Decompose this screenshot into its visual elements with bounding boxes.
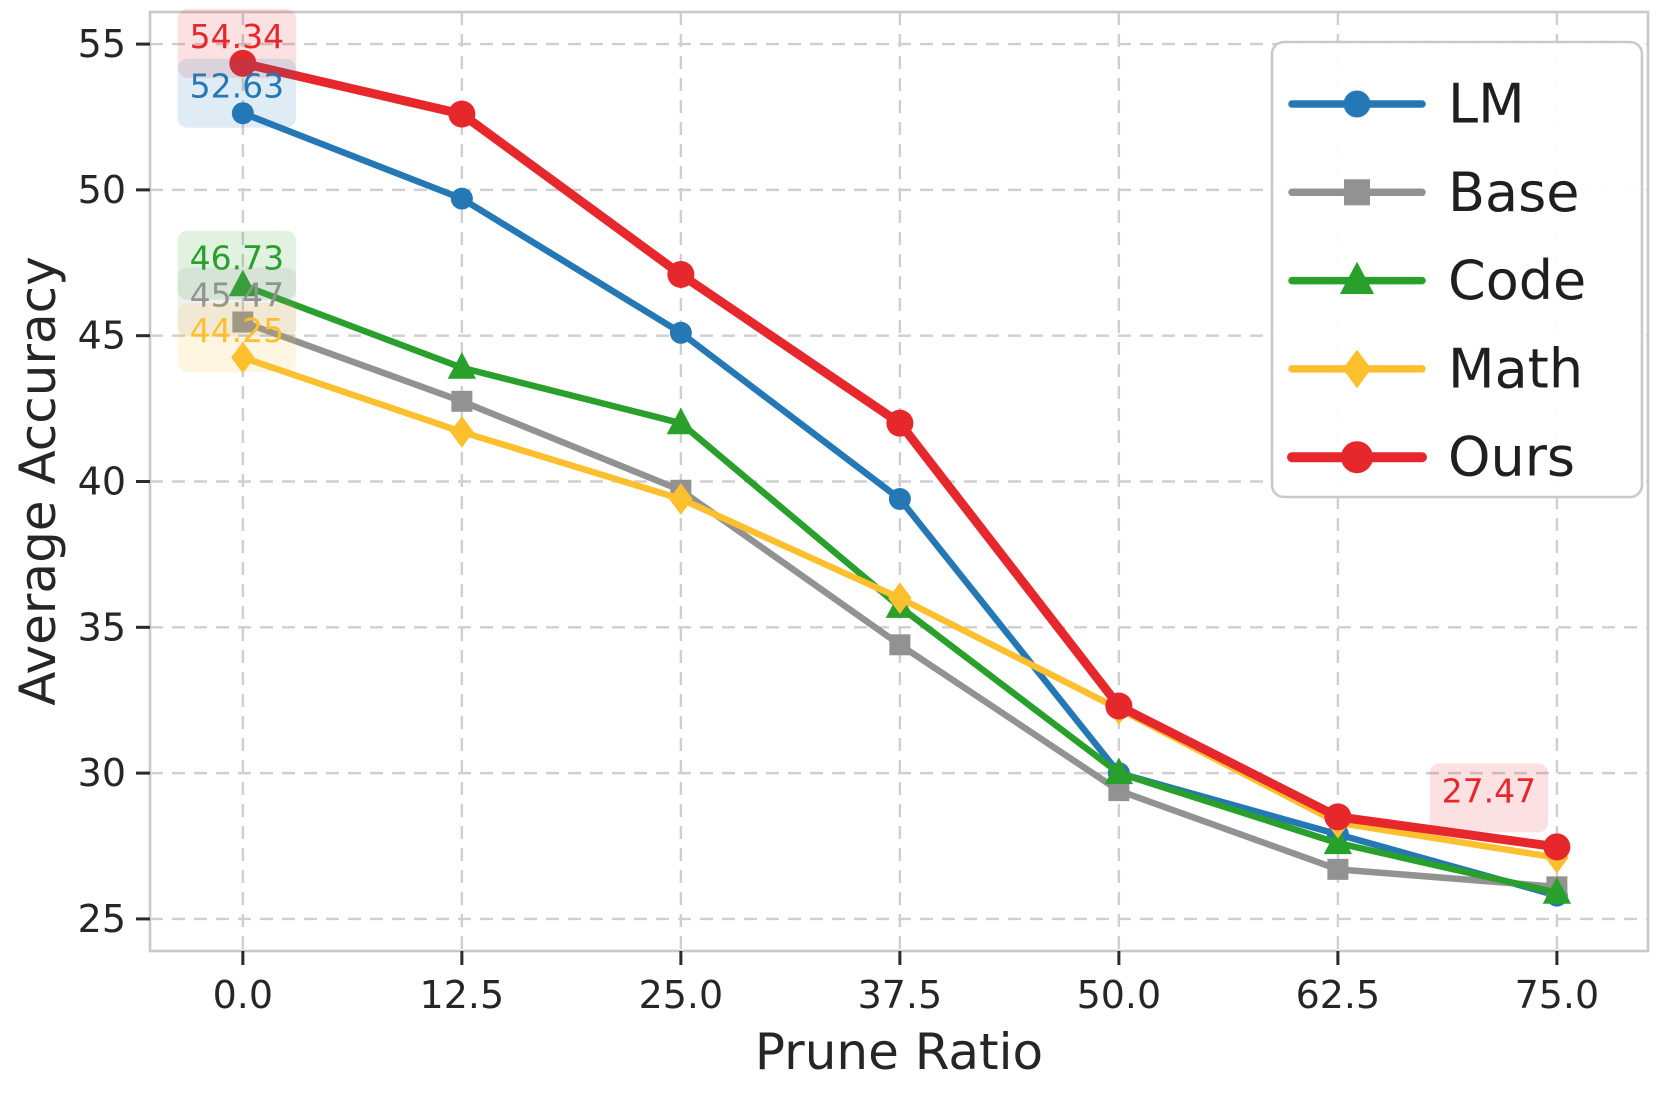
marker-code bbox=[1323, 827, 1353, 855]
marker-base bbox=[1327, 858, 1349, 880]
marker-ours bbox=[886, 409, 914, 437]
legend-marker-lm bbox=[1343, 90, 1371, 118]
y-tick-label: 25 bbox=[78, 897, 126, 941]
y-axis-label: Average Accuracy bbox=[9, 256, 67, 706]
legend-label-code: Code bbox=[1448, 249, 1586, 312]
marker-code bbox=[1542, 877, 1572, 904]
marker-ours bbox=[448, 100, 476, 128]
x-tick-label: 62.5 bbox=[1296, 973, 1381, 1017]
marker-ours bbox=[1105, 692, 1133, 720]
legend-label-math: Math bbox=[1448, 337, 1583, 400]
x-tick-label: 12.5 bbox=[420, 973, 505, 1017]
marker-math bbox=[888, 582, 912, 615]
annotation-label: 54.34 bbox=[190, 17, 284, 56]
marker-code bbox=[1104, 757, 1134, 785]
marker-code bbox=[228, 269, 258, 297]
marker-base bbox=[451, 390, 473, 412]
annotation-bbox bbox=[177, 303, 297, 373]
marker-ours bbox=[1543, 833, 1571, 861]
marker-base bbox=[889, 634, 911, 656]
annotation-bbox bbox=[177, 58, 297, 128]
legend-marker-code bbox=[1339, 261, 1375, 294]
x-tick-label: 25.0 bbox=[639, 973, 724, 1017]
x-axis-label: Prune Ratio bbox=[755, 1023, 1043, 1081]
annotation-bbox bbox=[177, 267, 297, 337]
y-tick-label: 40 bbox=[78, 460, 126, 504]
marker-code bbox=[666, 407, 696, 435]
annotation-label: 52.63 bbox=[190, 67, 284, 106]
marker-ours bbox=[667, 260, 695, 288]
x-tick-label: 75.0 bbox=[1515, 973, 1600, 1017]
marker-lm bbox=[669, 321, 692, 344]
x-tick-label: 37.5 bbox=[858, 973, 943, 1017]
annotation-bbox bbox=[177, 230, 297, 300]
marker-base bbox=[1108, 780, 1130, 802]
marker-lm bbox=[231, 102, 254, 125]
legend-marker-math bbox=[1342, 349, 1372, 389]
annotation-bbox bbox=[1429, 763, 1549, 833]
legend-label-base: Base bbox=[1448, 161, 1580, 224]
legend-label-lm: LM bbox=[1448, 73, 1525, 136]
marker-ours bbox=[1324, 803, 1352, 831]
y-tick-label: 35 bbox=[78, 605, 126, 649]
annotation-label: 45.47 bbox=[190, 275, 284, 314]
legend-marker-ours bbox=[1341, 441, 1373, 474]
legend-label-ours: Ours bbox=[1448, 426, 1575, 489]
marker-code bbox=[447, 352, 477, 379]
annotation-label: 44.25 bbox=[190, 311, 284, 350]
marker-math bbox=[669, 483, 693, 515]
marker-ours bbox=[229, 49, 257, 77]
marker-base bbox=[232, 311, 254, 333]
x-tick-label: 50.0 bbox=[1077, 973, 1162, 1017]
marker-lm bbox=[888, 487, 911, 510]
x-tick-label: 0.0 bbox=[213, 973, 273, 1017]
annotation-label: 46.73 bbox=[190, 239, 284, 278]
y-tick-label: 55 bbox=[78, 22, 126, 66]
y-tick-label: 30 bbox=[78, 751, 126, 795]
y-tick-label: 45 bbox=[78, 314, 126, 358]
legend-marker-base bbox=[1344, 179, 1370, 206]
marker-math bbox=[450, 416, 474, 448]
marker-lm bbox=[450, 187, 473, 210]
annotation-label: 27.47 bbox=[1442, 771, 1536, 810]
legend-box bbox=[1270, 40, 1644, 499]
y-tick-label: 50 bbox=[78, 168, 126, 212]
marker-math bbox=[231, 341, 255, 374]
annotation-bbox bbox=[177, 8, 297, 78]
